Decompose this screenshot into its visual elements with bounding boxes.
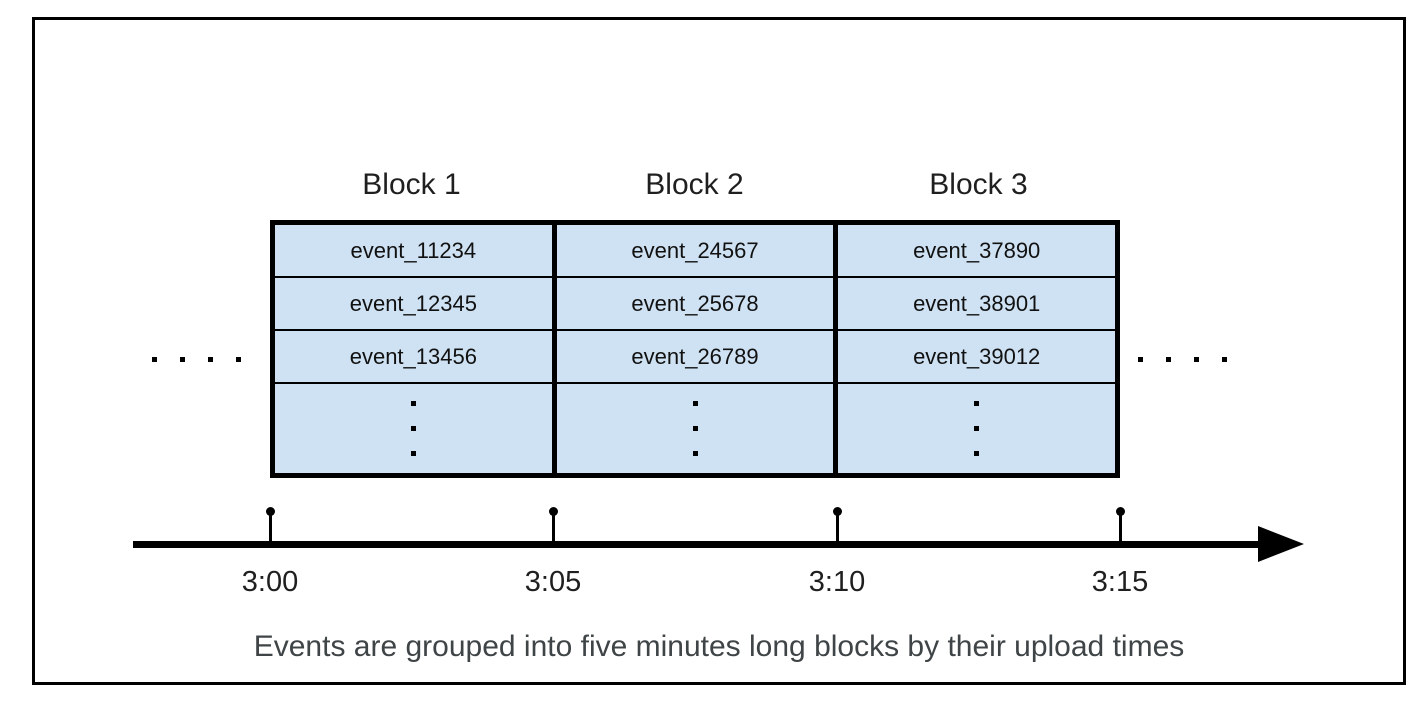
dot [1222, 357, 1227, 362]
tick-marker-dot [266, 507, 275, 516]
event-blocks-table: event_11234 event_12345 event_13456 even… [270, 220, 1120, 478]
dot [692, 451, 698, 456]
event-cell: event_38901 [838, 278, 1116, 331]
dot [974, 451, 980, 456]
tick-label-305: 3:05 [524, 566, 582, 598]
tick-marker-dot [833, 507, 842, 516]
dot [1194, 357, 1199, 362]
dot [692, 401, 698, 406]
dot [974, 401, 980, 406]
dot [410, 451, 416, 456]
tick-marker-dot [1116, 507, 1125, 516]
event-cell: event_39012 [838, 331, 1116, 384]
vertical-dots-icon [838, 384, 1115, 473]
dot [236, 357, 241, 362]
event-cell: event_26789 [556, 331, 834, 384]
tick-marker-line [1119, 514, 1122, 545]
dot [208, 357, 213, 362]
horizontal-dots-icon-right [1138, 357, 1227, 362]
figure-caption: Events are grouped into five minutes lon… [253, 630, 1185, 663]
dot [410, 401, 416, 406]
tick-label-300: 3:00 [241, 566, 299, 598]
dot [1138, 357, 1143, 362]
dot [180, 357, 185, 362]
dot [410, 426, 416, 431]
event-cell: event_37890 [838, 225, 1116, 278]
vertical-dots-icon [275, 384, 552, 473]
tick-label-315: 3:15 [1091, 566, 1149, 598]
dot [1166, 357, 1171, 362]
right-arrowhead-icon [1258, 526, 1304, 562]
block-1: event_11234 event_12345 event_13456 [275, 225, 552, 473]
event-cell: event_13456 [275, 331, 552, 384]
block-3: event_37890 event_38901 event_39012 [833, 225, 1116, 473]
dot [974, 426, 980, 431]
block-3-label: Block 3 [929, 168, 1028, 201]
event-cell: event_11234 [275, 225, 552, 278]
timeline-axis [133, 541, 1263, 548]
event-cell: event_12345 [275, 278, 552, 331]
vertical-dots-icon [557, 384, 834, 473]
horizontal-dots-icon-left [152, 357, 241, 362]
dot [152, 357, 157, 362]
tick-marker-line [269, 514, 272, 545]
tick-label-310: 3:10 [808, 566, 866, 598]
event-cell: event_25678 [556, 278, 834, 331]
tick-marker-dot [549, 507, 558, 516]
block-2: event_24567 event_25678 event_26789 [551, 225, 834, 473]
tick-marker-line [552, 514, 555, 545]
dot [692, 426, 698, 431]
event-cell: event_24567 [556, 225, 834, 278]
tick-marker-line [836, 514, 839, 545]
block-1-label: Block 1 [362, 168, 461, 201]
block-2-label: Block 2 [645, 168, 744, 201]
